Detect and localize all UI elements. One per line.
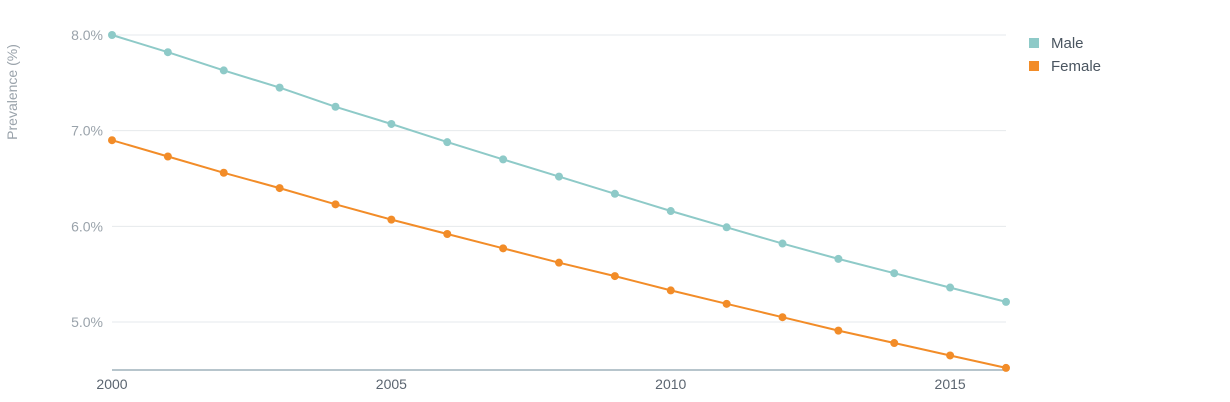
- data-point-male: [387, 119, 396, 128]
- data-point-male: [890, 269, 899, 278]
- data-point-female: [610, 272, 619, 281]
- data-point-male: [778, 239, 787, 248]
- y-tick-label: 6.0%: [71, 218, 103, 234]
- data-point-male: [1002, 297, 1010, 306]
- data-point-female: [219, 168, 228, 177]
- data-point-male: [610, 189, 619, 198]
- data-point-female: [443, 229, 452, 238]
- legend-label-female: Female: [1051, 58, 1101, 75]
- y-tick-label: 7.0%: [71, 123, 103, 139]
- legend: Male Female: [1029, 35, 1101, 75]
- data-point-male: [443, 138, 452, 147]
- x-tick-label: 2015: [935, 376, 966, 392]
- data-point-male: [219, 66, 228, 75]
- gridlines: [112, 34, 1006, 323]
- y-axis-label: Prevalence (%): [4, 44, 20, 140]
- data-point-male: [163, 48, 172, 57]
- data-point-female: [555, 258, 563, 267]
- legend-swatch-female: [1029, 61, 1039, 71]
- legend-item-female[interactable]: Female: [1029, 58, 1101, 75]
- series-layer: [108, 31, 1010, 372]
- data-point-female: [1002, 363, 1010, 372]
- legend-label-male: Male: [1051, 35, 1084, 52]
- data-point-female: [163, 152, 172, 161]
- x-tick-label: 2005: [376, 376, 407, 392]
- data-point-female: [331, 200, 340, 209]
- axes: 5.0% 6.0% 7.0% 8.0% 2000 2005 2010 2015: [71, 27, 1006, 392]
- x-tick-label: 2000: [96, 376, 127, 392]
- data-point-female: [890, 339, 899, 348]
- data-point-male: [555, 172, 563, 181]
- data-point-female: [834, 326, 843, 335]
- data-point-male: [331, 102, 340, 111]
- data-point-male: [499, 155, 508, 164]
- data-point-male: [722, 223, 731, 232]
- data-point-male: [666, 207, 675, 216]
- data-point-male: [834, 254, 843, 263]
- legend-swatch-male: [1029, 38, 1039, 48]
- data-point-female: [275, 184, 284, 193]
- data-point-male: [275, 83, 284, 92]
- data-point-female: [778, 313, 787, 322]
- data-point-male: [946, 283, 955, 292]
- data-point-female: [499, 244, 508, 253]
- y-tick-label: 5.0%: [71, 314, 103, 330]
- data-point-female: [387, 215, 396, 224]
- data-point-female: [722, 299, 731, 308]
- data-point-female: [946, 351, 955, 360]
- data-point-female: [666, 286, 675, 295]
- data-point-female: [108, 136, 116, 145]
- x-tick-label: 2010: [655, 376, 686, 392]
- data-point-male: [108, 31, 116, 39]
- legend-item-male[interactable]: Male: [1029, 35, 1084, 52]
- y-tick-label: 8.0%: [71, 27, 103, 43]
